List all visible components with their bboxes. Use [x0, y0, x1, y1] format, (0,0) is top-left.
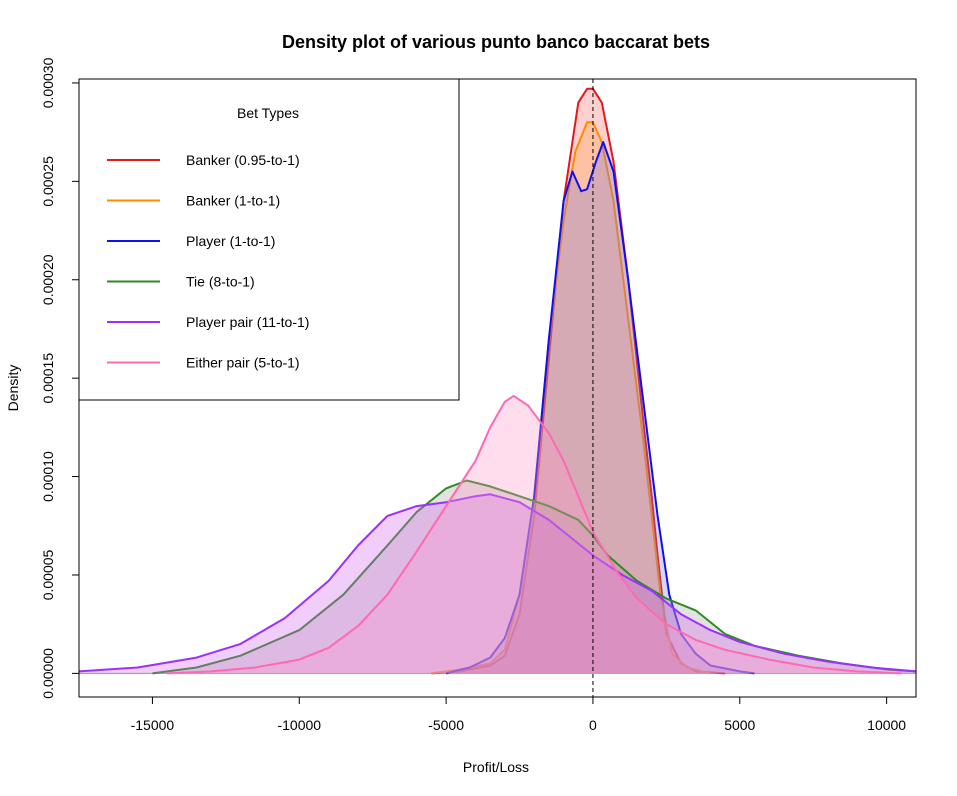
y-tick-label: 0.00025 — [40, 156, 56, 207]
density-line-player-pair-11-to-1 — [79, 493, 916, 673]
y-tick-label: 0.00000 — [40, 648, 56, 699]
y-tick-label: 0.00015 — [40, 353, 56, 404]
y-axis: 0.00000 0.00005 0.00010 0.00015 0.00020 0.000… — [40, 57, 80, 699]
legend: Bet Types Banker (0.95-to-1) Banker (1-to… — [78, 78, 460, 401]
density-line-player-1-to-1 — [445, 141, 755, 675]
legend-title: Bet Types — [237, 105, 299, 121]
y-tick-label: 0.00005 — [40, 549, 56, 600]
legend-item: Banker (1-to-1) — [107, 193, 280, 209]
legend-item: Player pair (11-to-1) — [107, 314, 309, 330]
plot-area — [79, 79, 916, 697]
y-axis-label: Density — [5, 365, 21, 412]
legend-item: Banker (0.95-to-1) — [107, 152, 300, 168]
legend-label: Player pair (11-to-1) — [186, 314, 309, 330]
density-area-banker-1-to-1 — [431, 122, 711, 674]
legend-label: Banker (1-to-1) — [186, 193, 280, 209]
legend-label: Either pair (5-to-1) — [186, 355, 300, 371]
density-area-banker-0-95-to-1 — [431, 88, 726, 674]
legend-item: Tie (8-to-1) — [107, 274, 255, 290]
y-tick-label: 0.00020 — [40, 254, 56, 305]
x-tick-label: -15000 — [131, 717, 175, 733]
y-tick-label: 0.00030 — [40, 57, 56, 108]
density-line-either-pair-5-to-1 — [167, 394, 902, 675]
legend-box — [78, 78, 460, 401]
y-tick-label: 0.00010 — [40, 451, 56, 502]
chart-title: Density plot of various punto banco bacc… — [282, 32, 710, 52]
x-axis-label: Profit/Loss — [463, 759, 529, 775]
x-tick-label: 5000 — [724, 717, 755, 733]
legend-label: Banker (0.95-to-1) — [186, 152, 300, 168]
legend-label: Player (1-to-1) — [186, 233, 275, 249]
legend-items: Banker (0.95-to-1) Banker (1-to-1) Player … — [107, 152, 309, 371]
density-area-either-pair-5-to-1 — [167, 395, 902, 674]
density-area-tie-8-to-1 — [152, 480, 916, 674]
x-axis: -15000 -10000 -5000 0 5000 10000 — [131, 696, 906, 733]
x-tick-label: -5000 — [428, 717, 464, 733]
legend-label: Tie (8-to-1) — [186, 274, 255, 290]
series-group — [79, 79, 916, 697]
legend-item: Player (1-to-1) — [107, 233, 275, 249]
density-area-player-1-to-1 — [446, 142, 755, 674]
x-tick-label: 10000 — [867, 717, 906, 733]
density-line-banker-1-to-1 — [431, 121, 711, 675]
plot-frame — [78, 78, 917, 698]
x-tick-label: 0 — [589, 717, 597, 733]
x-tick-label: -10000 — [277, 717, 321, 733]
legend-item: Either pair (5-to-1) — [107, 355, 300, 371]
